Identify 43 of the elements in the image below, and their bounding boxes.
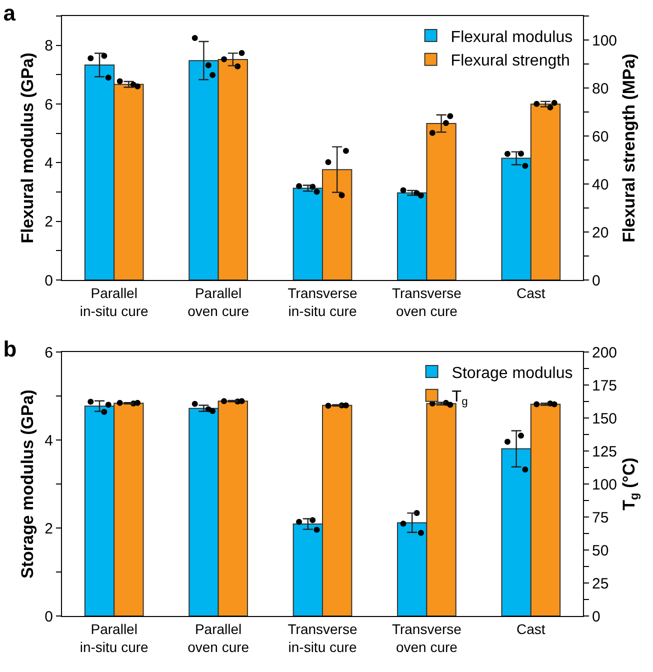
- x-tick-label: Transverse oven cure: [392, 620, 462, 655]
- y2-tick-label: 100: [592, 32, 618, 50]
- y-tick-label: 0: [44, 608, 53, 626]
- y-tick-label: 4: [44, 154, 53, 172]
- y-tick-label: 2: [44, 214, 53, 231]
- chart-title: b: [3, 336, 17, 362]
- y2-tick-label: 60: [592, 128, 609, 146]
- y-tick-label: 2: [44, 520, 53, 538]
- y2-axis-title: Flexural strength (MPa): [619, 54, 638, 242]
- y2-tick-label: 40: [592, 176, 609, 194]
- y-tick-label: 6: [44, 344, 53, 362]
- y2-tick-label: 175: [592, 377, 618, 394]
- legend-label: Flexural strength: [450, 52, 570, 70]
- y2-tick-label: 150: [592, 410, 618, 428]
- y-tick-label: 8: [44, 38, 53, 55]
- x-tick-label: Parallel oven cure: [188, 620, 250, 655]
- y2-tick-label: 50: [592, 542, 609, 560]
- y2-tick-label: 200: [592, 344, 618, 362]
- y-tick-label: 6: [44, 96, 53, 114]
- x-tick-label: Parallel in-situ cure: [80, 284, 149, 319]
- x-tick-label: Transverse in-situ cure: [288, 620, 358, 655]
- y2-tick-label: 75: [592, 509, 609, 526]
- legend-label: T$_{g}$: [452, 388, 468, 408]
- y2-tick-label: 80: [592, 80, 609, 98]
- chart-title: a: [3, 0, 16, 26]
- y2-tick-label: 0: [592, 272, 600, 290]
- legend-label: Flexural modulus: [450, 28, 573, 46]
- x-tick-label: Parallel oven cure: [188, 284, 250, 319]
- x-tick-label: Transverse oven cure: [392, 284, 462, 319]
- y-tick-label: 4: [44, 432, 53, 450]
- x-tick-label: Cast: [516, 620, 546, 637]
- x-tick-label: Cast: [516, 284, 546, 301]
- y2-tick-label: 125: [592, 443, 618, 460]
- y2-tick-label: 0: [592, 608, 600, 626]
- y-axis-title: Storage modulus (GPa): [18, 390, 38, 578]
- y-axis-title: Flexural modulus (GPa): [18, 52, 38, 244]
- x-tick-label: Transverse in-situ cure: [288, 284, 358, 319]
- y2-tick-label: 100: [592, 476, 618, 494]
- x-tick-label: Parallel in-situ cure: [80, 620, 149, 655]
- legend-label: Storage modulus: [452, 364, 573, 382]
- y2-tick-label: 25: [592, 575, 609, 592]
- y2-tick-label: 20: [592, 224, 609, 242]
- y-tick-label: 0: [44, 272, 53, 290]
